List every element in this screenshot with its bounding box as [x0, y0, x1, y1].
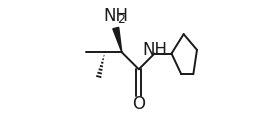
Text: O: O [132, 95, 145, 113]
Text: 2: 2 [117, 13, 125, 26]
Text: NH: NH [143, 41, 168, 59]
Polygon shape [113, 27, 122, 52]
Text: NH: NH [104, 7, 129, 25]
